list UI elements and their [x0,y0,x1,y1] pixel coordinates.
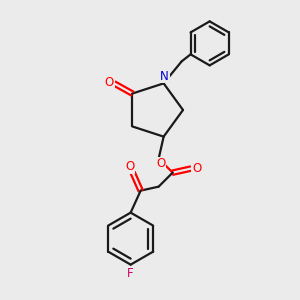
Text: O: O [105,76,114,89]
Text: N: N [160,70,169,83]
Text: F: F [127,267,134,280]
Text: O: O [156,157,165,170]
Text: O: O [192,162,201,175]
Text: O: O [125,160,134,173]
